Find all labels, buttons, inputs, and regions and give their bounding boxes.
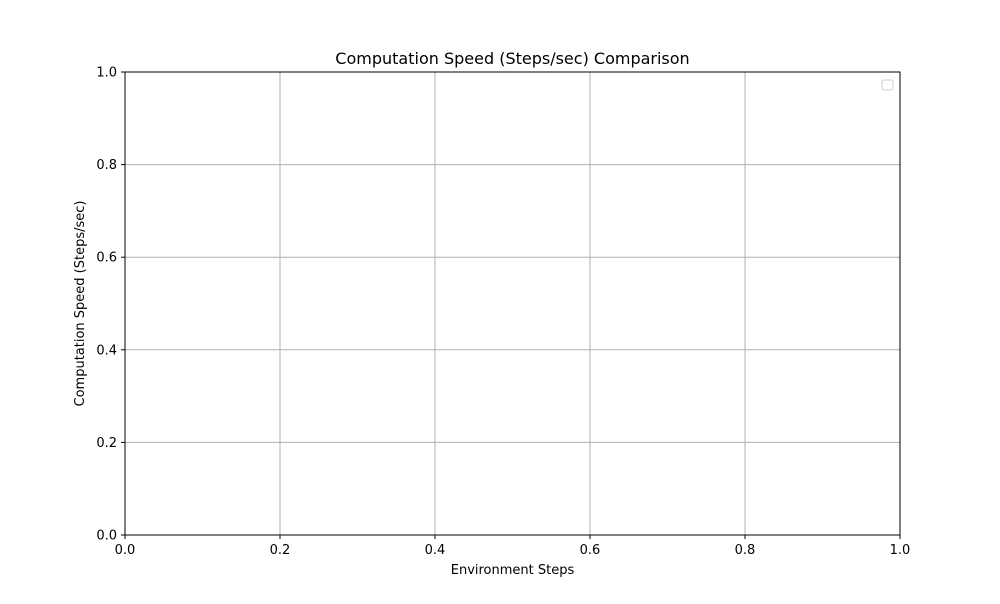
x-tick-label: 0.0 [115, 543, 136, 558]
x-tick-label: 0.4 [425, 543, 446, 558]
y-axis-label: Computation Speed (Steps/sec) [73, 201, 88, 407]
x-tick-label: 1.0 [890, 543, 911, 558]
x-tick-label: 0.8 [735, 543, 756, 558]
y-tick-label: 0.6 [96, 251, 117, 266]
y-tick-label: 0.4 [96, 343, 117, 358]
y-tick-label: 0.8 [96, 158, 117, 173]
chart-title: Computation Speed (Steps/sec) Comparison [335, 49, 689, 68]
x-axis-label: Environment Steps [451, 563, 575, 578]
axis-ticks: 0.0 0.2 0.4 0.6 0.8 1.0 0.0 0.2 0.4 0.6 0.8 1.0 [96, 66, 910, 559]
x-tick-label: 0.2 [270, 543, 291, 558]
plot-frame [124, 71, 901, 536]
legend-box [881, 79, 894, 91]
x-tick-label: 0.6 [580, 543, 601, 558]
y-tick-label: 1.0 [96, 66, 117, 81]
y-tick-label: 0.0 [96, 529, 117, 544]
y-tick-label: 0.2 [96, 436, 117, 451]
